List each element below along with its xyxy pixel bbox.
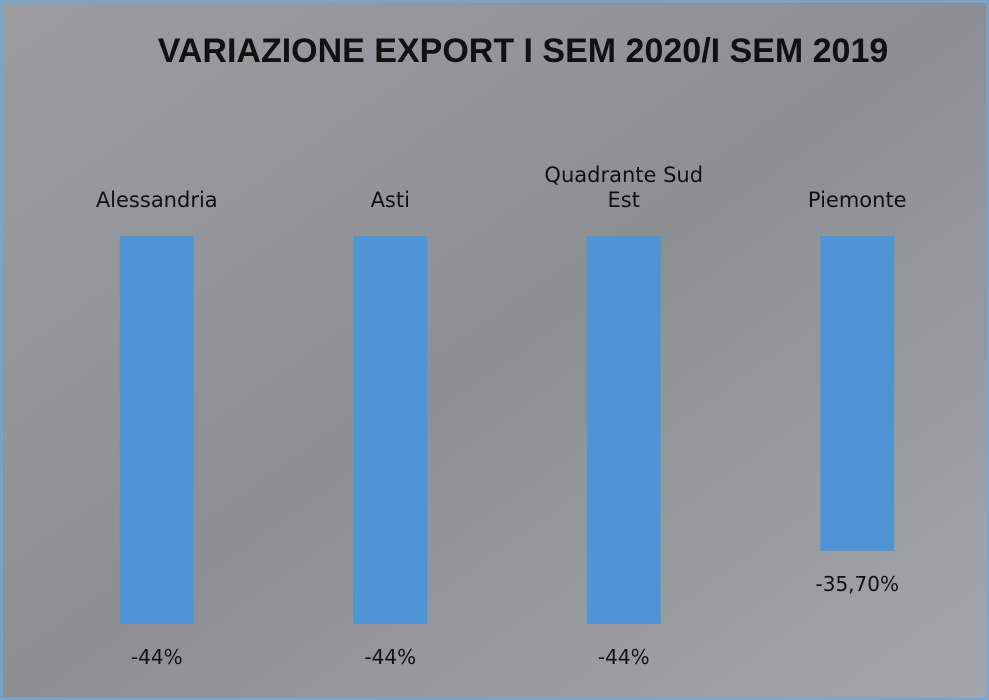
data-label: -35,70%: [816, 572, 899, 596]
data-label: -44%: [598, 645, 650, 669]
category-label: Piemonte: [808, 188, 907, 212]
chart-title: VARIAZIONE EXPORT I SEM 2020/I SEM 2019: [158, 32, 889, 70]
bar: [119, 236, 194, 624]
bar: [586, 236, 661, 624]
category-label: Alessandria: [96, 188, 218, 212]
bar: [820, 236, 895, 551]
data-label: -44%: [131, 645, 183, 669]
bar: [353, 236, 428, 624]
category-label: Quadrante Sud Est: [544, 163, 703, 212]
category-label: Asti: [371, 188, 410, 212]
data-label: -44%: [364, 645, 416, 669]
